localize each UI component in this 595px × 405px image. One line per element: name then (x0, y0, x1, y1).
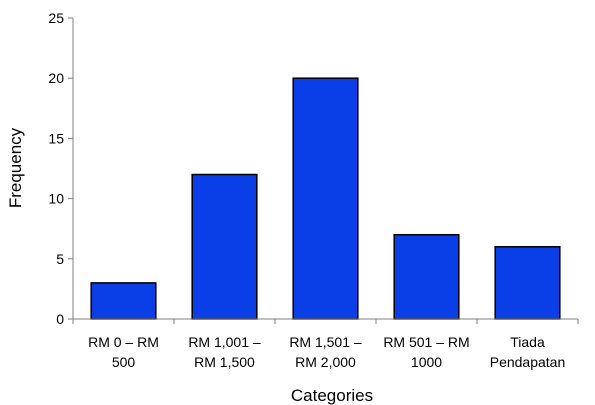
x-category-label: RM 1,500 (194, 354, 255, 370)
y-tick-label: 20 (48, 70, 64, 86)
bars (90, 77, 561, 320)
x-category-label: 1000 (411, 354, 442, 370)
x-category-label: RM 1,001 – (188, 334, 261, 350)
bar (494, 246, 561, 320)
y-axis: 0 5 10 15 20 25 (48, 10, 74, 327)
x-category-label: RM 501 – RM (383, 334, 469, 350)
y-tick-label: 15 (48, 130, 64, 146)
bar (90, 282, 157, 320)
x-category-label: Tiada (510, 334, 545, 350)
x-category-label: 500 (112, 354, 136, 370)
bar (292, 77, 359, 320)
y-tick-label: 0 (56, 311, 64, 327)
y-tick-label: 10 (48, 191, 64, 207)
y-tick-label: 25 (48, 10, 64, 26)
x-category-label: RM 2,000 (295, 354, 356, 370)
y-axis-title: Frequency (6, 127, 25, 208)
x-category-label: Pendapatan (490, 354, 566, 370)
x-category-label: RM 1,501 – (289, 334, 362, 350)
x-axis: RM 0 – RM 500 RM 1,001 – RM 1,500 RM 1,501 –… (72, 318, 579, 370)
bar (393, 233, 460, 320)
x-axis-title: Categories (291, 386, 373, 405)
x-category-label: RM 0 – RM (88, 334, 159, 350)
bar (191, 173, 258, 320)
y-tick-label: 5 (56, 251, 64, 267)
